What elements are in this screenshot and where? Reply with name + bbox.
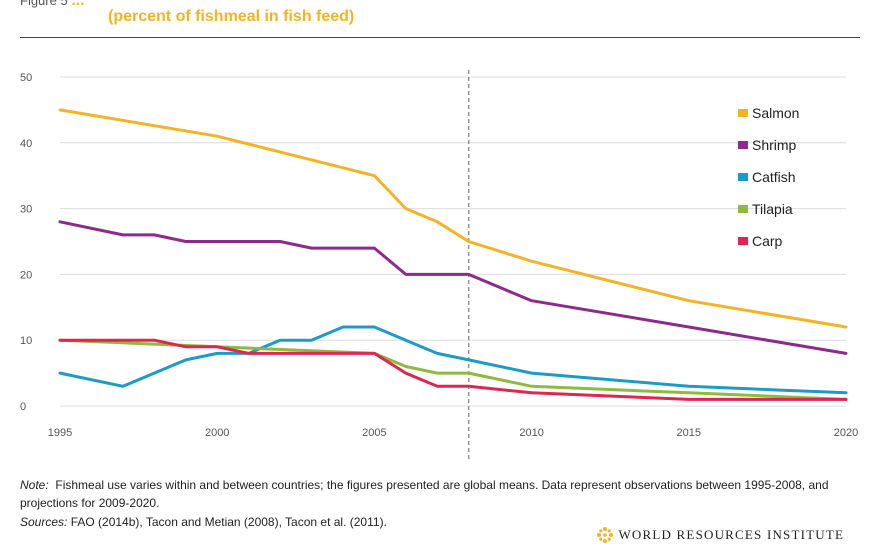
wri-logo: WORLD RESOURCES INSTITUTE <box>596 526 844 544</box>
figure-label: Figure 5 <box>20 0 68 8</box>
logo-text: WORLD RESOURCES INSTITUTE <box>618 527 845 542</box>
x-tick-label: 2000 <box>205 427 229 439</box>
legend-swatch-catfish <box>738 173 748 181</box>
figure-header: Figure 5 ... <box>20 0 85 10</box>
sources: Sources: FAO (2014b), Tacon and Metian (… <box>20 515 387 529</box>
y-tick-label: 0 <box>20 401 26 413</box>
y-tick-label: 40 <box>20 138 32 150</box>
series-line-tilapia <box>58 338 848 401</box>
sources-text: FAO (2014b), Tacon and Metian (2008), Ta… <box>70 515 387 529</box>
header-rule <box>20 37 860 38</box>
legend-label-carp: Carp <box>752 233 783 249</box>
legend-swatch-carp <box>738 237 748 245</box>
y-tick-label: 30 <box>20 204 32 216</box>
legend-swatch-shrimp <box>738 141 748 149</box>
legend-label-salmon: Salmon <box>752 105 799 121</box>
note: Note: Fishmeal use varies within and bet… <box>20 476 860 512</box>
y-tick-label: 10 <box>20 335 32 347</box>
line-chart: 0 10 20 30 40 50 1995 2000 2005 2010 2015 2020 Sal… <box>20 70 858 460</box>
x-axis-ticks: 1995 2000 2005 2010 2015 2020 <box>48 427 858 439</box>
series-line-carp <box>58 338 848 401</box>
legend-swatch-salmon <box>738 109 748 117</box>
note-label: Note: <box>20 478 49 492</box>
x-tick-label: 2015 <box>677 427 701 439</box>
x-tick-label: 1995 <box>48 427 72 439</box>
y-axis-ticks: 0 10 20 30 40 50 <box>20 72 32 413</box>
legend: Salmon Shrimp Catfish Tilapia Carp <box>738 105 799 249</box>
y-tick-label: 20 <box>20 269 32 281</box>
series-line-catfish <box>58 325 848 395</box>
wri-emblem-icon <box>597 527 613 543</box>
series-line-salmon <box>58 108 848 329</box>
x-tick-label: 2005 <box>362 427 386 439</box>
note-text: Fishmeal use varies within and between c… <box>20 478 829 510</box>
legend-swatch-tilapia <box>738 205 748 213</box>
legend-label-catfish: Catfish <box>752 169 796 185</box>
chart-subtitle: (percent of fishmeal in fish feed) <box>108 8 355 25</box>
legend-label-shrimp: Shrimp <box>752 137 797 153</box>
series-line-shrimp <box>58 220 848 355</box>
legend-label-tilapia: Tilapia <box>752 201 793 217</box>
y-tick-label: 50 <box>20 72 32 84</box>
x-tick-label: 2010 <box>519 427 543 439</box>
x-tick-label: 2020 <box>834 427 858 439</box>
sources-label: Sources: <box>20 515 68 529</box>
figure-title: ... <box>71 0 85 9</box>
series-lines <box>58 108 848 401</box>
